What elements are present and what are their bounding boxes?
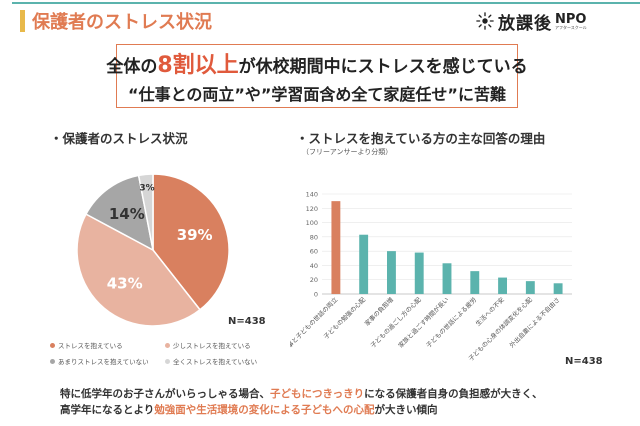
pie-slice-3	[137, 173, 154, 251]
legend-label-not-at-all: 全くストレスを抱えていない	[173, 358, 258, 366]
legend-label-somewhat: 少しストレスを抱えている	[173, 342, 251, 350]
pie-label-3: 3%	[139, 183, 154, 193]
callout-line-2: “仕事との両立”や”学習面含め全て家庭任せ”に苦難	[128, 85, 506, 104]
page-title: 保護者のストレス状況	[32, 12, 212, 33]
footer-line1-pre: 特に低学年のお子さんがいらっしゃる場合、	[60, 388, 270, 400]
y-tick-label-2: 40	[310, 262, 318, 270]
pie-slice-2	[84, 174, 155, 252]
bar-8	[553, 283, 563, 294]
bar-2	[387, 251, 396, 294]
y-tick-label-0: 0	[314, 291, 318, 299]
footer-line2-pre: 高学年になるとより	[60, 404, 155, 416]
legend-dot-stressed	[50, 342, 55, 348]
npo-logo: 放課後 NPO アフタースクール	[476, 8, 587, 34]
header-accent-bar	[20, 10, 25, 32]
pie-chart: 39% 43% 14% 3%	[76, 173, 230, 327]
y-tick-label-7: 140	[306, 191, 318, 199]
bar-5	[470, 271, 480, 294]
footer-line-2: 高学年になるとより勉強面や生活環境の変化による子どもへの心配が大きい傾向	[60, 402, 620, 418]
legend-label-not-much: あまりストレスを抱えていない	[58, 358, 149, 366]
legend-item-stressed: ストレスを抱えている	[50, 340, 165, 350]
x-tick-label-8: 外出自粛による不自由さ	[508, 296, 562, 350]
y-tick-label-1: 20	[310, 276, 318, 284]
callout-line-1: 全体の8割以上が休校期間中にストレスを感じている	[106, 47, 527, 79]
pie-label-0: 39%	[177, 226, 213, 244]
bar-1	[359, 234, 369, 294]
bar-sample-size: N=438	[565, 356, 603, 367]
pie-slice-0	[152, 173, 230, 311]
legend-dot-somewhat	[165, 342, 170, 348]
footer-line2-post: が大きい傾向	[374, 404, 438, 416]
key-finding-callout: 全体の8割以上が休校期間中にストレスを感じている “仕事との両立”や”学習面含め…	[106, 44, 528, 108]
x-tick-label-5: 子どもの世話による疲労	[425, 296, 479, 350]
pie-label-2: 14%	[109, 205, 145, 223]
legend-label-stressed: ストレスを抱えている	[58, 342, 123, 350]
legend-dot-not-at-all	[165, 358, 170, 364]
y-tick-label-4: 80	[310, 233, 318, 241]
footer-line2-highlight: 勉強面や生活環境の変化による子どもへの心配	[154, 404, 375, 416]
footer-line-1: 特に低学年のお子さんがいらっしゃる場合、子どもにつきっきりになる保護者自身の負担…	[60, 386, 620, 402]
bar-section-title: ・ストレスを抱えている方の主な回答の理由	[296, 131, 546, 146]
bar-6	[498, 277, 507, 294]
bar-4	[442, 263, 452, 294]
pie-label-1: 43%	[107, 274, 143, 292]
callout-emphasis: 8割以上	[157, 53, 239, 78]
y-tick-label-3: 60	[310, 248, 318, 256]
bar-0	[331, 201, 341, 294]
bar-3	[414, 252, 424, 294]
footer-line1-highlight: 子どもにつきっきり	[270, 388, 365, 400]
footer-note: 特に低学年のお子さんがいらっしゃる場合、子どもにつきっきりになる保護者自身の負担…	[60, 386, 620, 418]
pie-sample-size: N=438	[228, 316, 266, 327]
pie-legend: ストレスを抱えている 少しストレスを抱えている あまりストレスを抱えていない 全…	[50, 340, 280, 372]
bar-section-subtitle: （フリーアンサーより分類）	[302, 148, 393, 156]
logo-subtitle: アフタースクール	[555, 24, 587, 30]
legend-item-somewhat: 少しストレスを抱えている	[165, 340, 280, 350]
bar-chart: 020406080100120140仕事と子どもの世話の両立子どもの勉強の心配家…	[290, 191, 572, 363]
header-top-line	[12, 2, 640, 4]
logo-npo: NPO	[555, 11, 587, 27]
callout-line1-pre: 全体の	[106, 57, 158, 77]
legend-dot-not-much	[50, 358, 55, 364]
y-tick-label-6: 120	[306, 205, 318, 213]
pie-slice-1	[76, 213, 202, 327]
x-tick-label-4: 家族と過ごす時間が長い	[397, 296, 451, 350]
bar-7	[525, 281, 535, 294]
legend-item-not-much: あまりストレスを抱えていない	[50, 356, 165, 366]
footer-line1-post: になる保護者自身の負担感が大きく、	[364, 388, 543, 400]
y-tick-label-5: 100	[306, 219, 318, 227]
pie-section-title: ・保護者のストレス状況	[50, 131, 188, 146]
x-tick-label-3: 子どもの過ごし方の心配	[369, 296, 423, 350]
callout-line1-post: が休校期間中にストレスを感じている	[238, 57, 528, 77]
sun-burst-icon	[476, 12, 494, 30]
x-tick-label-0: 仕事と子どもの世話の両立	[290, 296, 339, 354]
legend-item-not-at-all: 全くストレスを抱えていない	[165, 356, 280, 366]
logo-text: 放課後	[498, 13, 552, 34]
